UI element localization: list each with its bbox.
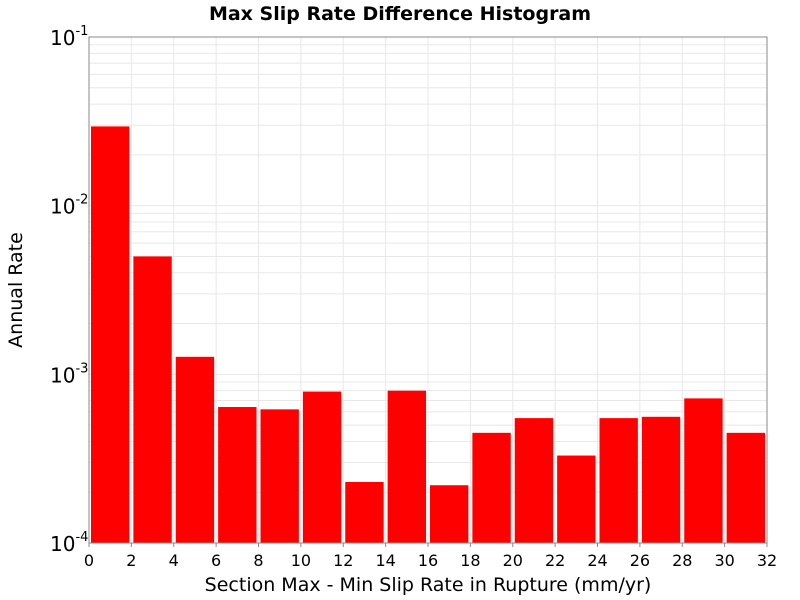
histogram-bar bbox=[302, 391, 342, 543]
histogram-bar bbox=[91, 126, 130, 544]
y-tick-label: 10-2 bbox=[50, 193, 88, 219]
x-tick-label: 22 bbox=[545, 551, 565, 570]
x-tick-label: 20 bbox=[503, 551, 523, 570]
y-tick-label: 10-1 bbox=[50, 24, 88, 50]
x-tick-label: 16 bbox=[418, 551, 438, 570]
x-tick-label: 6 bbox=[211, 551, 221, 570]
histogram-bar bbox=[514, 418, 554, 543]
histogram-bar bbox=[557, 455, 596, 543]
histogram-bar bbox=[387, 390, 426, 543]
y-tick-label: 10-4 bbox=[50, 530, 88, 556]
histogram-bar bbox=[260, 409, 299, 543]
bars bbox=[91, 126, 765, 544]
histogram-bar bbox=[218, 407, 257, 543]
x-axis-ticks: 0 2 4 6 8 10 12 14 16 18 20 22 24 26 28 30 32 bbox=[84, 543, 777, 570]
histogram-bar bbox=[133, 256, 172, 543]
y-axis-ticks: 10-4 10-3 10-2 10-1 bbox=[50, 24, 88, 556]
histogram-bar bbox=[175, 356, 215, 543]
x-axis-label: Section Max - Min Slip Rate in Rupture (… bbox=[205, 574, 652, 596]
x-tick-label: 28 bbox=[672, 551, 692, 570]
chart-title: Max Slip Rate Difference Histogram bbox=[209, 3, 591, 25]
x-tick-label: 10 bbox=[291, 551, 311, 570]
histogram-bar bbox=[345, 481, 384, 543]
histogram-bar bbox=[726, 432, 765, 543]
histogram-bar bbox=[472, 432, 511, 543]
x-tick-label: 30 bbox=[714, 551, 734, 570]
histogram-bar bbox=[430, 485, 469, 543]
x-tick-label: 2 bbox=[126, 551, 136, 570]
x-tick-label: 18 bbox=[460, 551, 480, 570]
x-tick-label: 26 bbox=[630, 551, 650, 570]
x-tick-label: 12 bbox=[333, 551, 353, 570]
x-tick-label: 14 bbox=[375, 551, 395, 570]
histogram-bar bbox=[641, 416, 681, 543]
histogram-bar bbox=[599, 418, 638, 543]
y-axis-label: Annual Rate bbox=[5, 232, 27, 348]
y-tick-label: 10-3 bbox=[50, 361, 88, 387]
x-tick-label: 4 bbox=[169, 551, 179, 570]
x-tick-label: 8 bbox=[253, 551, 263, 570]
histogram-bar bbox=[684, 398, 723, 543]
x-tick-label: 0 bbox=[84, 551, 94, 570]
x-tick-label: 24 bbox=[587, 551, 607, 570]
x-tick-label: 32 bbox=[757, 551, 777, 570]
